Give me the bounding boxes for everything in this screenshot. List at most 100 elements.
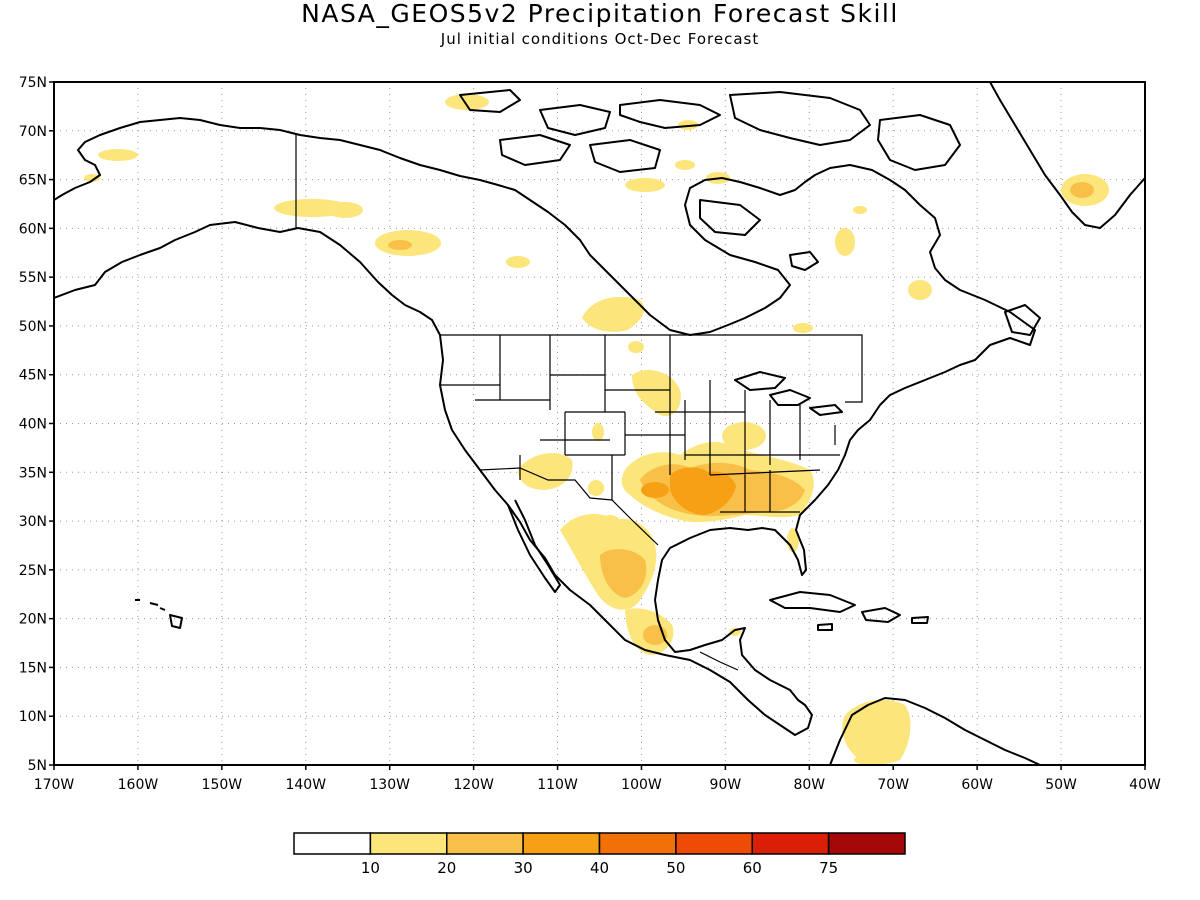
lat-tick-label: 60N — [19, 221, 47, 237]
lat-tick-label: 5N — [28, 758, 47, 774]
skill-patch — [600, 548, 647, 598]
lat-tick-label: 55N — [19, 270, 47, 286]
lon-tick-label: 50W — [1045, 777, 1077, 793]
coastline-south-america — [829, 697, 1041, 765]
skill-patch — [853, 206, 867, 214]
coastline-arctic-island — [459, 89, 521, 113]
lat-tick-label: 25N — [19, 563, 47, 579]
lon-tick-label: 120W — [453, 777, 494, 793]
lat-tick-label: 15N — [19, 660, 47, 676]
skill-patch — [773, 480, 797, 508]
border-us-canada — [440, 334, 863, 403]
coastline-hudson-islands — [789, 251, 819, 271]
lat-tick-label: 65N — [19, 173, 47, 189]
lat-tick-label: 30N — [19, 514, 47, 530]
coastline-great-lakes — [734, 371, 843, 416]
skill-patch — [675, 160, 695, 170]
lon-tick-label: 130W — [369, 777, 410, 793]
lon-tick-labels: 170W 160W 150W 140W 130W 120W 110W 100W 90W 80W 70… — [34, 777, 1161, 793]
chart-subtitle: Jul initial conditions Oct-Dec Forecast — [440, 30, 759, 48]
skill-patch — [628, 341, 644, 353]
lon-tick-label: 110W — [537, 777, 578, 793]
coastline-arctic-island — [589, 139, 661, 173]
colorbar-label: 10 — [361, 859, 380, 877]
skill-patch — [327, 202, 363, 218]
lon-tick-label: 90W — [710, 777, 742, 793]
colorbar-labels: 10 20 30 40 50 60 75 — [361, 859, 838, 877]
colorbar-swatch — [293, 832, 372, 855]
coastline-hispaniola — [861, 607, 901, 623]
colorbar-swatch — [369, 832, 448, 855]
skill-patch — [582, 296, 645, 332]
skill-patch — [908, 280, 932, 300]
lat-tick-label: 70N — [19, 124, 47, 140]
lat-tick-label: 10N — [19, 709, 47, 725]
lon-tick-label: 70W — [877, 777, 909, 793]
lat-tick-label: 35N — [19, 465, 47, 481]
colorbar-label: 30 — [514, 859, 533, 877]
coastline-baja — [507, 499, 561, 593]
colorbar-swatch — [675, 832, 753, 855]
colorbar-swatch — [751, 832, 830, 855]
coastlines — [54, 82, 1145, 765]
coastline-cuba — [769, 591, 856, 613]
skill-patch — [84, 174, 100, 182]
coastline-greenland — [989, 82, 1145, 229]
skill-patch — [98, 149, 138, 161]
colorbar-label: 50 — [666, 859, 685, 877]
lat-tick-label: 45N — [19, 368, 47, 384]
skill-patch — [518, 453, 573, 490]
border-us-states — [440, 335, 840, 513]
lon-tick-label: 40W — [1129, 777, 1161, 793]
lat-tick-label: 50N — [19, 319, 47, 335]
skill-patch — [1070, 182, 1094, 198]
colorbar-swatch — [522, 832, 601, 855]
skill-patch — [588, 480, 604, 496]
lat-tick-label: 75N — [19, 75, 47, 91]
colorbar-label: 75 — [819, 859, 838, 877]
skill-patch — [793, 323, 813, 333]
border-mexico-central-america — [699, 651, 739, 671]
coastline-puerto-rico — [911, 616, 929, 624]
skill-patch — [445, 94, 489, 110]
skill-patch — [835, 228, 855, 256]
lat-tick-label: 40N — [19, 417, 47, 433]
coastline-north-america — [54, 117, 1036, 736]
skill-patch — [722, 422, 766, 450]
colorbar-swatch — [827, 832, 906, 855]
lat-tick-labels: 75N 70N 65N 60N 55N 50N 45N 40N 35N 30N 25N 20N 15N 1… — [19, 75, 47, 774]
map-content — [54, 82, 1145, 765]
lon-tick-label: 170W — [34, 777, 75, 793]
border-us-mexico — [479, 467, 659, 546]
skill-patch — [592, 423, 604, 441]
colorbar-label: 40 — [590, 859, 609, 877]
coastline-arctic-island — [877, 114, 961, 171]
lat-tick-label: 20N — [19, 612, 47, 628]
colorbar-label: 20 — [437, 859, 456, 877]
tick-marks — [49, 81, 1146, 770]
political-borders — [295, 135, 863, 671]
colorbar-label: 60 — [743, 859, 762, 877]
skill-patch — [678, 120, 698, 130]
coastline-hawaii-small — [135, 599, 166, 611]
coastline-arctic-island — [729, 91, 871, 146]
lon-tick-label: 140W — [285, 777, 326, 793]
coastline-hawaii — [169, 614, 183, 629]
colorbar-swatch — [446, 832, 524, 855]
coastline-arctic-island — [539, 104, 611, 136]
skill-patch — [641, 482, 669, 498]
coastline-arctic-island — [499, 134, 571, 166]
coastline-jamaica — [817, 623, 833, 631]
lon-tick-label: 160W — [118, 777, 159, 793]
skill-patch — [506, 256, 530, 268]
skill-patch — [854, 755, 886, 765]
skill-patch — [632, 370, 681, 417]
lon-tick-label: 60W — [961, 777, 993, 793]
colorbar-swatch — [598, 832, 677, 855]
skill-patch — [388, 240, 412, 250]
coastline-arctic-island — [699, 199, 761, 236]
skill-patch — [842, 699, 911, 765]
lon-tick-label: 80W — [793, 777, 825, 793]
skill-patch — [600, 515, 620, 529]
